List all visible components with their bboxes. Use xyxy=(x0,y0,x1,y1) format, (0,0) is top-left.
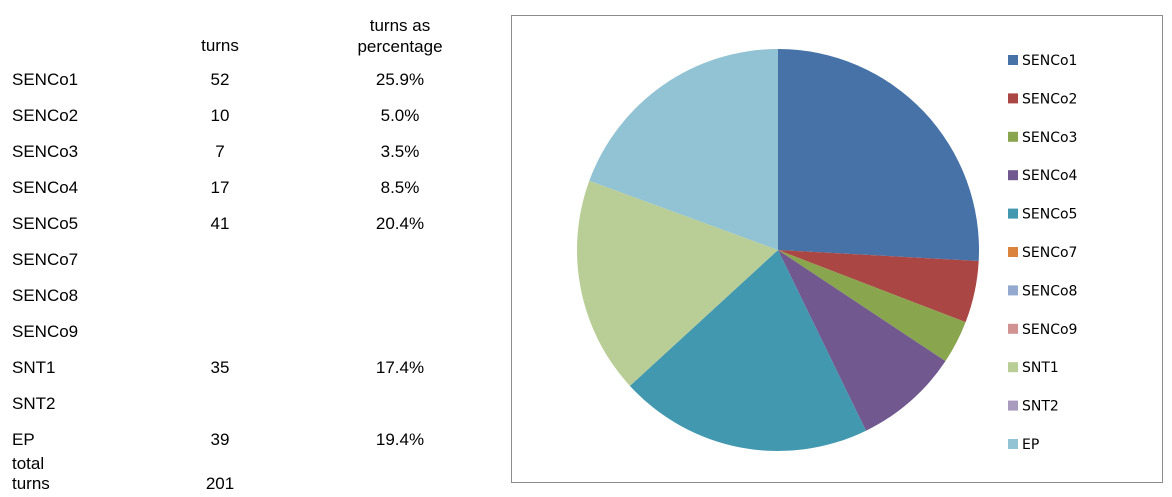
legend-label-ep: EP xyxy=(1022,437,1039,453)
legend-label-senco3: SENCo3 xyxy=(1022,130,1077,146)
table-row: SENCo1 52 25.9% xyxy=(0,70,500,106)
row-turns: 10 xyxy=(210,106,230,125)
table-row: SENCo8 xyxy=(0,286,500,322)
legend-swatch-senco4 xyxy=(1008,170,1018,181)
total-label-line2: turns xyxy=(12,474,50,493)
table-row: SENCo7 xyxy=(0,250,500,286)
row-turns: 35 xyxy=(210,358,230,377)
row-name: SNT2 xyxy=(12,394,56,413)
legend-swatch-senco5 xyxy=(1008,208,1018,219)
row-percentage: 5.0% xyxy=(380,106,420,125)
row-turns: 39 xyxy=(210,430,230,449)
legend-swatch-senco3 xyxy=(1008,131,1018,142)
legend-label-senco8: SENCo8 xyxy=(1022,283,1077,299)
total-turns-value: 201 xyxy=(205,474,235,493)
legend-swatch-senco9 xyxy=(1008,323,1018,334)
legend-swatch-senco8 xyxy=(1008,285,1018,296)
table-row: SNT1 35 17.4% xyxy=(0,358,500,394)
row-percentage: 19.4% xyxy=(375,430,425,449)
row-turns: 41 xyxy=(210,214,230,233)
row-name: SNT1 xyxy=(12,358,56,377)
row-name: SENCo5 xyxy=(12,214,79,233)
table-row: SENCo9 xyxy=(0,322,500,358)
header-percentage: turns as percentage xyxy=(320,15,480,57)
table-row: SENCo3 7 3.5% xyxy=(0,142,500,178)
table-row: EP 39 19.4% xyxy=(0,430,500,466)
legend-label-snt1: SNT1 xyxy=(1022,360,1059,376)
row-turns: 7 xyxy=(215,142,225,161)
row-name: SENCo4 xyxy=(12,178,79,197)
table-row: SNT2 xyxy=(0,394,500,430)
header-percentage-line1: turns as xyxy=(369,16,431,35)
pie-chart-frame xyxy=(511,15,1163,483)
row-percentage: 17.4% xyxy=(375,358,425,377)
header-percentage-line2: percentage xyxy=(357,37,443,56)
data-table: turns turns as percentage SENCo1 52 25.9… xyxy=(0,0,500,497)
row-turns: 17 xyxy=(210,178,230,197)
row-percentage: 20.4% xyxy=(375,214,425,233)
row-name: SENCo3 xyxy=(12,142,79,161)
pie-slice-ep xyxy=(589,49,778,250)
row-name: SENCo9 xyxy=(12,322,79,341)
legend-label-senco1: SENCo1 xyxy=(1022,53,1077,69)
legend-label-senco2: SENCo2 xyxy=(1022,91,1077,107)
legend-swatch-snt2 xyxy=(1008,400,1018,411)
legend-label-senco7: SENCo7 xyxy=(1022,245,1077,261)
row-percentage: 3.5% xyxy=(380,142,420,161)
row-percentage: 8.5% xyxy=(380,178,420,197)
pie-slice-senco5 xyxy=(629,250,867,451)
pie-slice-senco3 xyxy=(778,250,966,362)
row-name: SENCo8 xyxy=(12,286,79,305)
table-row: SENCo4 17 8.5% xyxy=(0,178,500,214)
row-name: EP xyxy=(12,430,35,449)
row-name: SENCo1 xyxy=(12,70,79,89)
row-percentage: 25.9% xyxy=(375,70,425,89)
table-row: SENCo2 10 5.0% xyxy=(0,106,500,142)
total-label-line1: total xyxy=(12,454,45,473)
row-name: SENCo7 xyxy=(12,250,79,269)
legend-swatch-senco2 xyxy=(1008,93,1018,104)
legend-swatch-senco7 xyxy=(1008,247,1018,257)
table-row: SENCo5 41 20.4% xyxy=(0,214,500,250)
legend-label-senco4: SENCo4 xyxy=(1022,168,1078,184)
legend-swatch-senco1 xyxy=(1008,55,1018,65)
pie-slice-senco4 xyxy=(778,250,946,431)
total-turns-label: total turns xyxy=(12,454,162,494)
legend-label-senco9: SENCo9 xyxy=(1022,322,1077,338)
legend-swatch-snt1 xyxy=(1008,362,1018,373)
row-turns: 52 xyxy=(210,70,230,89)
pie-slice-senco1 xyxy=(778,49,979,261)
legend-swatch-ep xyxy=(1008,439,1018,449)
legend-label-senco5: SENCo5 xyxy=(1022,207,1077,223)
legend-label-snt2: SNT2 xyxy=(1022,399,1059,415)
row-name: SENCo2 xyxy=(12,106,79,125)
pie-slice-senco2 xyxy=(778,250,979,323)
pie-slice-snt1 xyxy=(577,180,778,386)
header-turns: turns xyxy=(201,36,239,55)
